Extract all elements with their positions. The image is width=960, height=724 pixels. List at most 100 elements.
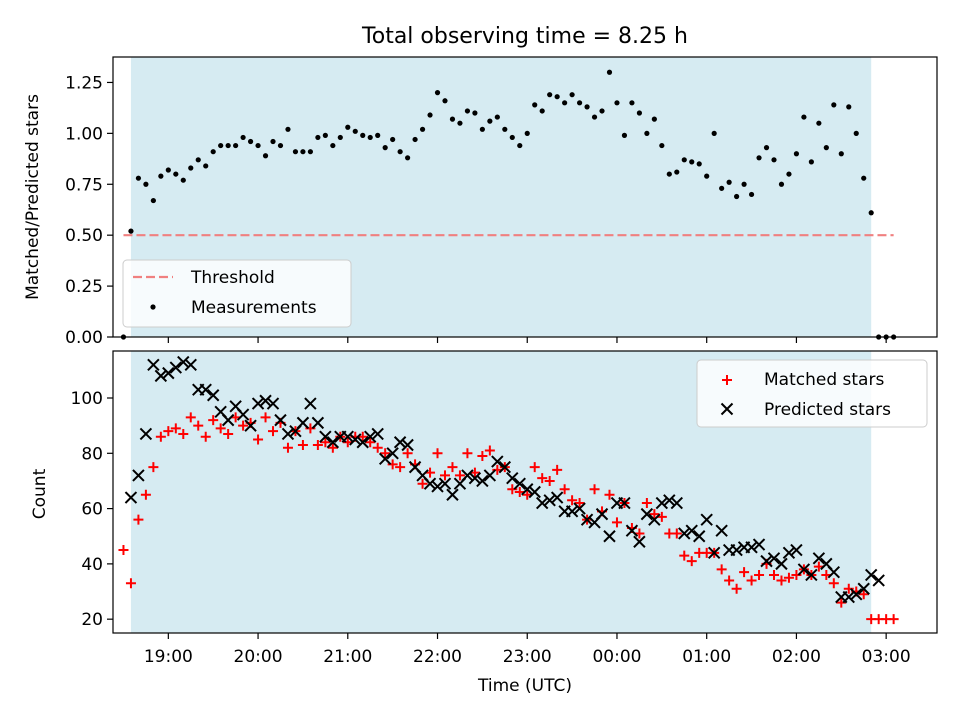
predicted-star-point <box>618 496 631 510</box>
y-tick-label: 0.00 <box>65 328 103 348</box>
predicted-star-point <box>371 427 384 441</box>
matched-star-point <box>268 426 279 437</box>
matched-star-point <box>611 517 622 528</box>
y-tick-label: 1.00 <box>65 124 103 144</box>
predicted-star-point <box>790 543 803 557</box>
y-tick-label: 80 <box>81 444 103 464</box>
measurement-point <box>629 100 635 106</box>
measurement-point <box>651 116 657 122</box>
predicted-star-point <box>580 513 594 526</box>
predicted-star-point <box>311 416 325 430</box>
predicted-star-point <box>326 436 340 449</box>
measurement-point <box>277 142 284 149</box>
measurement-point <box>636 110 643 116</box>
measurement-point <box>233 142 239 149</box>
matched-star-point <box>395 462 406 473</box>
predicted-star-point <box>543 494 556 507</box>
predicted-star-point <box>678 527 691 540</box>
predicted-star-point <box>498 460 512 474</box>
predicted-star-point <box>812 552 826 565</box>
axes-frame <box>112 350 938 634</box>
measurement-point <box>606 69 613 75</box>
predicted-star-point <box>446 488 459 501</box>
predicted-star-point <box>304 397 317 410</box>
bottom-y-axis-label: Count <box>30 468 50 519</box>
matched-star-point <box>253 434 264 445</box>
measurement-point <box>210 149 216 155</box>
measurement-point <box>135 175 142 181</box>
measurement-point <box>823 145 829 151</box>
matched-star-point <box>432 448 443 459</box>
predicted-star-point <box>633 535 646 548</box>
x-tick-label: 22:00 <box>413 647 462 667</box>
matched-star-point <box>679 550 690 561</box>
measurement-point <box>801 114 807 120</box>
measurement-point <box>838 151 844 157</box>
predicted-star-point <box>595 507 609 521</box>
predicted-star-point <box>251 397 265 410</box>
matched-star-point <box>163 426 174 437</box>
measurement-point <box>614 100 620 106</box>
measurement-point <box>225 142 231 149</box>
measurement-point <box>143 181 149 187</box>
x-tick-label: 00:00 <box>592 647 641 667</box>
predicted-star-point <box>393 436 407 449</box>
measurement-point <box>479 126 485 132</box>
predicted-star-point <box>244 419 257 432</box>
measurement-point <box>195 157 201 163</box>
matched-star-point <box>739 567 750 578</box>
axes-frame <box>112 56 938 338</box>
predicted-star-point <box>625 524 639 537</box>
matched-star-point <box>327 442 338 453</box>
measurement-point <box>337 134 343 141</box>
top-y-axis-label: Matched/Predicted stars <box>23 94 43 300</box>
matched-star-point <box>312 440 323 450</box>
matched-star-point <box>185 412 196 423</box>
predicted-star-point <box>752 538 766 551</box>
matched-star-point <box>559 484 570 495</box>
measurement-point <box>771 157 777 163</box>
predicted-star-point <box>461 469 474 482</box>
matched-star-point <box>200 431 211 442</box>
predicted-star-point <box>349 433 362 446</box>
measurement-point <box>360 132 366 138</box>
matched-star-point <box>776 575 787 586</box>
measurement-point <box>427 112 433 118</box>
measurement-point <box>599 108 605 114</box>
predicted-star-point <box>431 480 444 493</box>
matched-star-point <box>477 451 488 462</box>
figure-title: Total observing time = 8.25 h <box>361 24 688 49</box>
measurement-point <box>554 94 560 100</box>
measurement-point <box>644 130 650 136</box>
measurement-point <box>861 175 867 181</box>
predicted-star-point <box>491 455 504 468</box>
matched-star-point <box>439 470 450 481</box>
measurement-point <box>831 102 837 108</box>
predicted-star-point <box>386 447 399 460</box>
y-tick-label: 0.50 <box>65 226 103 246</box>
measurement-point <box>173 171 179 177</box>
measurement-point <box>793 151 800 157</box>
predicted-star-point <box>206 389 220 402</box>
legend-matched-swatch <box>722 375 732 385</box>
predicted-star-point <box>565 505 579 518</box>
predicted-star-point <box>483 469 497 482</box>
measurement-point <box>786 171 792 177</box>
predicted-star-point <box>319 430 332 443</box>
measurement-point <box>434 90 441 96</box>
predicted-star-point <box>236 408 250 421</box>
predicted-star-point <box>199 383 212 396</box>
predicted-star-point <box>177 355 190 369</box>
matched-star-point <box>178 428 189 439</box>
measurement-point <box>696 161 702 167</box>
measurement-point <box>262 153 269 159</box>
legend-predicted-swatch <box>720 402 734 416</box>
y-tick-label: 20 <box>81 610 103 630</box>
matched-star-point <box>365 437 376 448</box>
measurement-point <box>397 149 403 155</box>
matched-star-point <box>552 464 563 475</box>
predicted-star-point <box>132 469 145 482</box>
y-tick-label: 60 <box>81 500 103 520</box>
measurement-point <box>240 134 246 141</box>
matched-star-point <box>589 484 600 495</box>
